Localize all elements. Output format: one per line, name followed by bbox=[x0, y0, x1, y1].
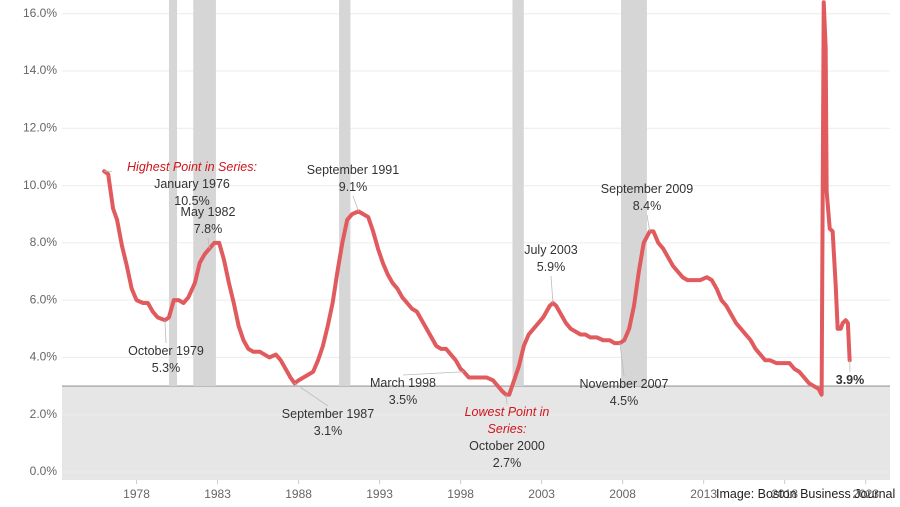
annotation: November 2007 4.5% bbox=[564, 376, 684, 410]
annotation-value: 7.8% bbox=[193, 222, 223, 236]
x-tick-label: 1988 bbox=[285, 487, 312, 501]
x-tick-label: 1978 bbox=[123, 487, 150, 501]
annotation-note: Lowest Point in Series: bbox=[464, 405, 550, 436]
annotation: September 2009 8.4% bbox=[587, 181, 707, 215]
annotation-note: Highest Point in Series: bbox=[127, 160, 257, 174]
recession-band bbox=[339, 0, 351, 387]
y-tick-label: 6.0% bbox=[30, 292, 58, 306]
credit: Image: Boston Business Journal bbox=[716, 487, 896, 501]
annotation-value: 4.5% bbox=[609, 394, 639, 408]
annotation-date: November 2007 bbox=[579, 377, 669, 391]
leader-line bbox=[505, 394, 508, 405]
annotation: October 1979 5.3% bbox=[106, 343, 226, 377]
annotation-value: 8.4% bbox=[632, 199, 662, 213]
annotation: September 1987 3.1% bbox=[268, 406, 388, 440]
y-tick-label: 2.0% bbox=[30, 407, 58, 421]
x-tick-label: 1983 bbox=[204, 487, 231, 501]
y-tick-label: 10.0% bbox=[23, 178, 57, 192]
leader-line bbox=[352, 195, 359, 212]
annotation-value: 2.7% bbox=[492, 456, 522, 470]
leader-line bbox=[294, 382, 329, 407]
annotation: September 1991 9.1% bbox=[293, 162, 413, 196]
recession-band bbox=[168, 0, 178, 387]
y-tick-label: 0.0% bbox=[30, 464, 58, 478]
y-tick-label: 4.0% bbox=[30, 350, 58, 364]
leader-line bbox=[619, 343, 625, 377]
leader-line bbox=[550, 275, 554, 304]
annotation-value: 10.5% bbox=[174, 194, 210, 208]
threshold-band bbox=[62, 386, 890, 480]
x-tick-label: 1993 bbox=[366, 487, 393, 501]
annotation-date: October 2000 bbox=[469, 439, 545, 453]
x-tick-label: 2003 bbox=[528, 487, 555, 501]
x-tick-label: 2023 bbox=[852, 487, 879, 501]
y-tick-label: 12.0% bbox=[23, 120, 57, 134]
annotation-date: July 2003 bbox=[524, 243, 578, 257]
y-tick-label: 14.0% bbox=[23, 63, 57, 77]
y-tick-label: 16.0% bbox=[23, 6, 57, 20]
annotation-value: 3.5% bbox=[388, 393, 418, 407]
annotation-date: September 2009 bbox=[600, 182, 694, 196]
leader-line bbox=[164, 320, 167, 344]
annotation-value: 9.1% bbox=[338, 180, 368, 194]
annotation: Highest Point in Series: January 1976 10.5… bbox=[112, 159, 272, 210]
data-line bbox=[102, 0, 852, 397]
annotation-value: 3.9% bbox=[835, 373, 865, 387]
y-tick-label: 8.0% bbox=[30, 235, 58, 249]
annotation-value: 5.3% bbox=[151, 361, 181, 375]
x-tick-label: 2013 bbox=[690, 487, 717, 501]
annotation-date: January 1976 bbox=[154, 177, 230, 191]
x-tick-label: 2008 bbox=[609, 487, 636, 501]
x-tick-label: 2018 bbox=[771, 487, 798, 501]
annotation: Lowest Point in Series: October 2000 2.7% bbox=[457, 404, 557, 472]
leader-line bbox=[646, 214, 651, 232]
annotation: May 1982 7.8% bbox=[148, 204, 268, 238]
annotation-value: 5.9% bbox=[536, 260, 566, 274]
annotation-date: October 1979 bbox=[128, 344, 204, 358]
recession-band bbox=[193, 0, 216, 387]
annotation-date: September 1991 bbox=[306, 163, 400, 177]
annotation-value: 3.1% bbox=[313, 424, 343, 438]
annotation-date: September 1987 bbox=[281, 407, 375, 421]
annotation: March 1998 3.5% bbox=[343, 375, 463, 409]
recession-band bbox=[512, 0, 524, 387]
annotation: 3.9% bbox=[820, 372, 880, 389]
leader-line bbox=[207, 237, 210, 249]
annotation-date: March 1998 bbox=[369, 376, 436, 390]
leader-line bbox=[402, 371, 464, 376]
annotation-date: May 1982 bbox=[180, 205, 236, 219]
annotation: July 2003 5.9% bbox=[491, 242, 611, 276]
recession-band bbox=[621, 0, 647, 387]
x-tick-label: 1998 bbox=[447, 487, 474, 501]
